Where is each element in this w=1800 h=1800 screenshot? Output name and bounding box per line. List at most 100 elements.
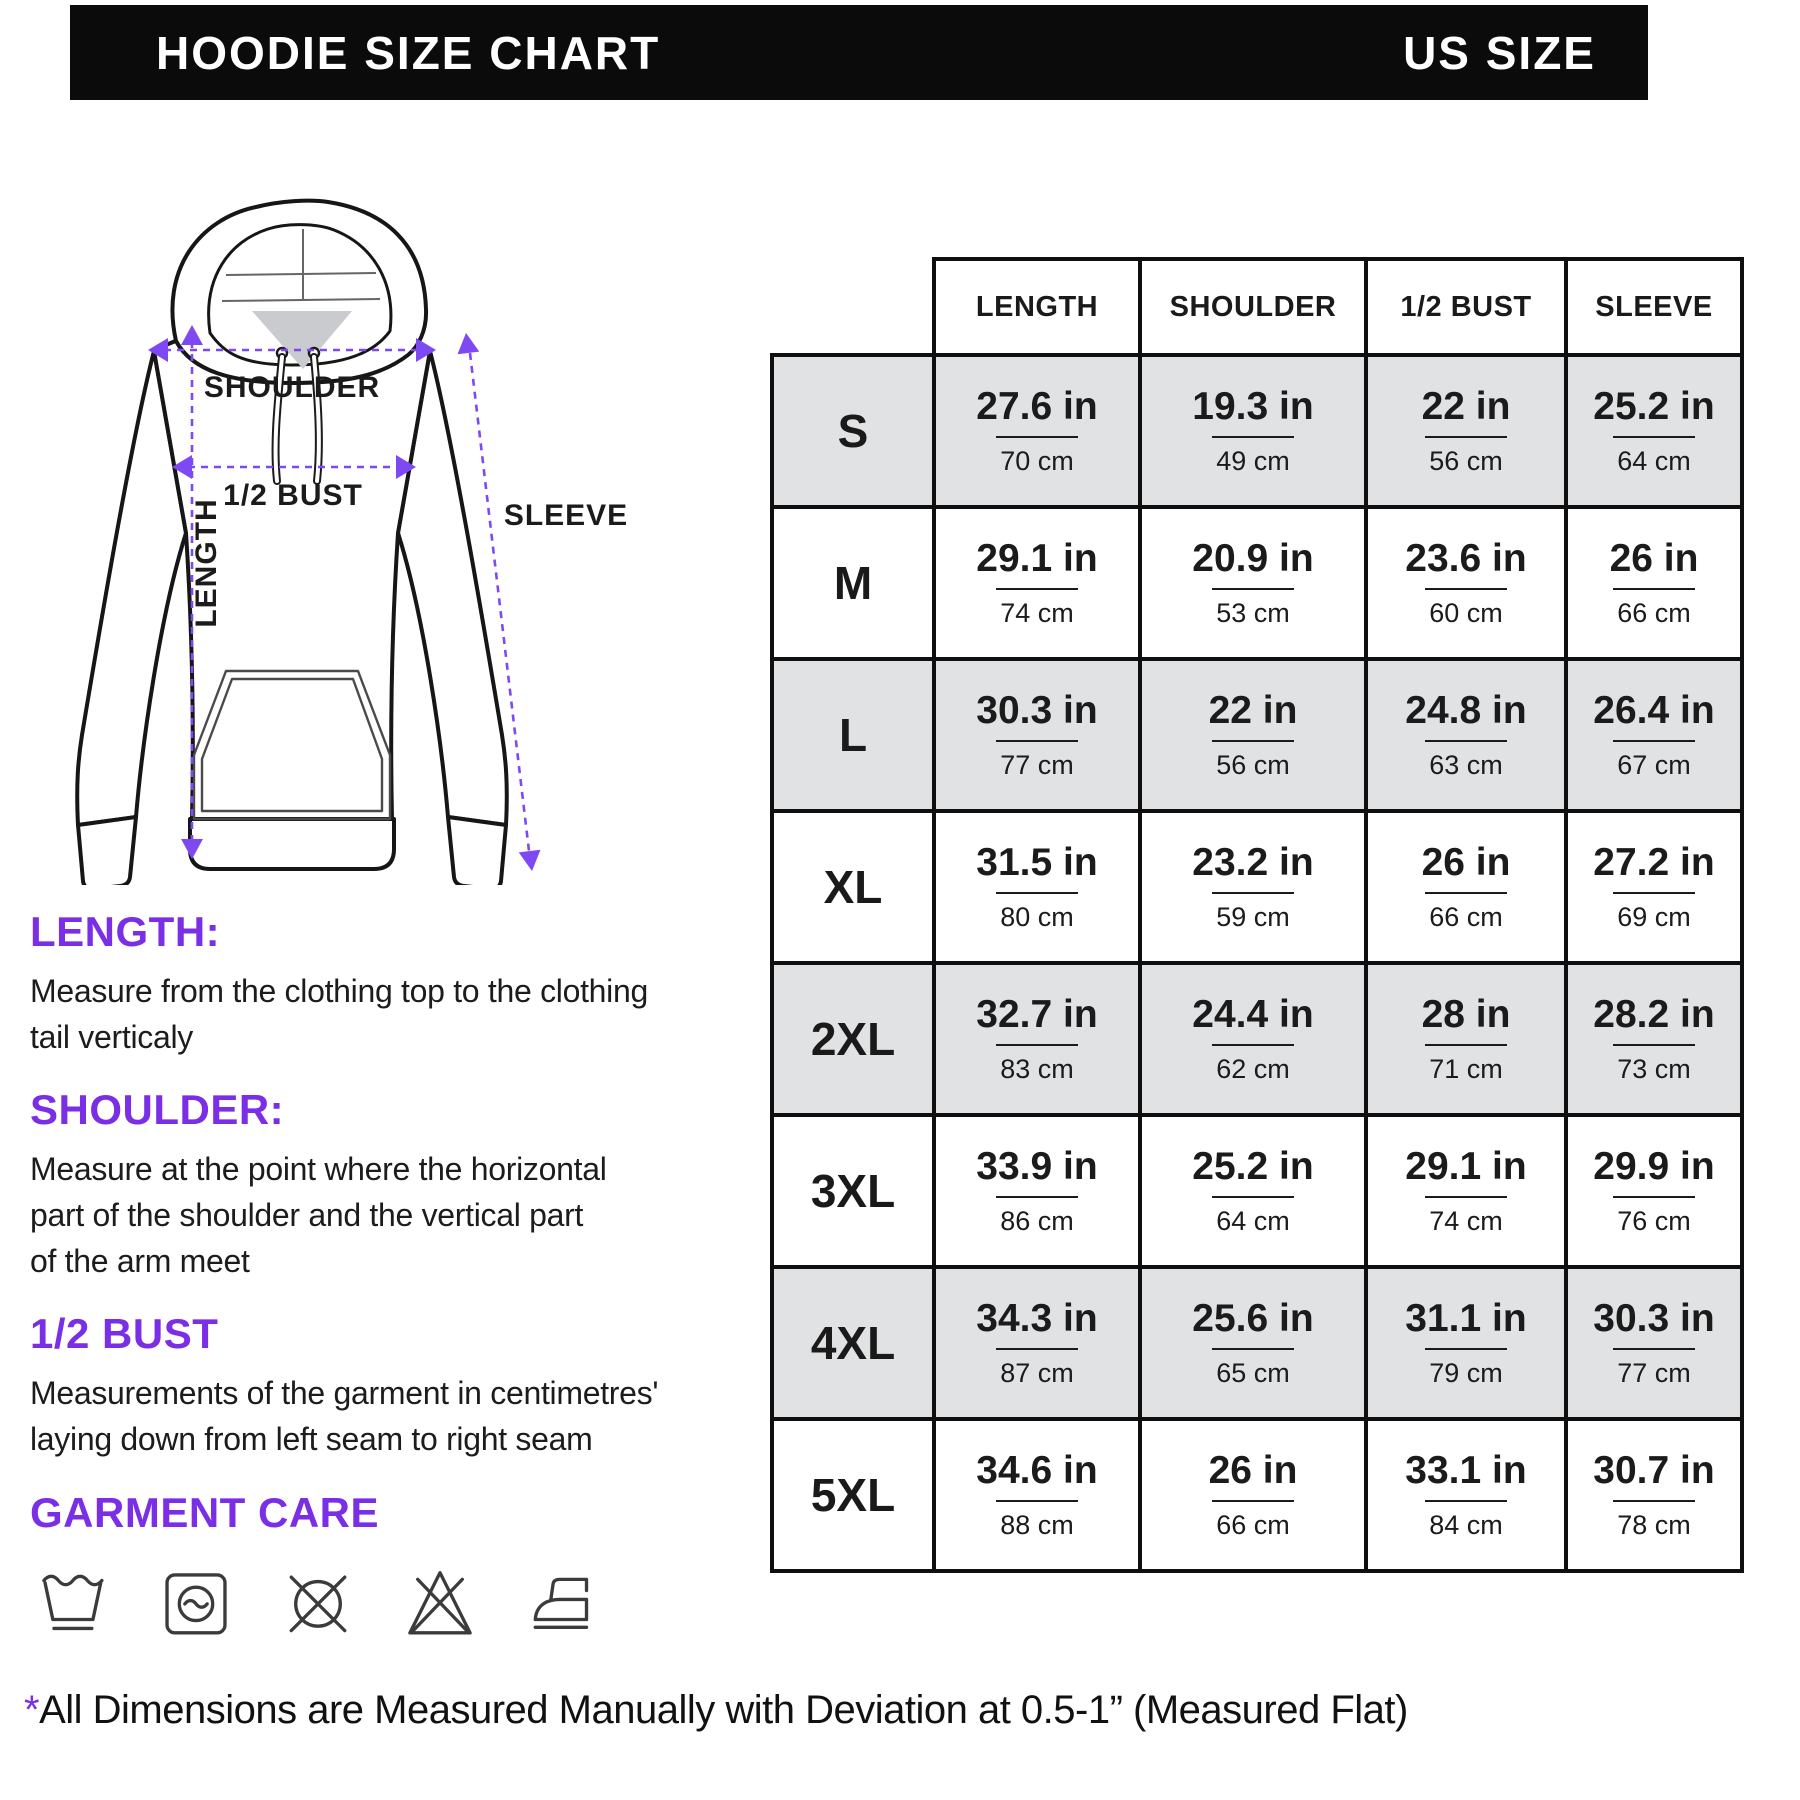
diagram-half-bust-label: 1/2 BUST — [223, 479, 363, 512]
length-definition-body: Measure from the clothing top to the clo… — [30, 973, 648, 1056]
cm-value: 66 cm — [1429, 902, 1503, 932]
cm-value: 78 cm — [1617, 1510, 1691, 1540]
hood-seam-line-2 — [221, 298, 381, 302]
inch-value: 29.1 in — [1405, 1145, 1527, 1188]
inch-value: 30.3 in — [1593, 1297, 1715, 1340]
arrowhead — [416, 338, 436, 362]
length-definition-heading: LENGTH: — [30, 908, 221, 955]
table-row: 2XL 32.7 in 83 cm 24.4 in 62 cm 28 in 71 cm 28.… — [770, 961, 1744, 1117]
cm-value: 59 cm — [1216, 902, 1290, 932]
page-title: HOODIE SIZE CHART — [156, 26, 661, 79]
inch-value: 32.7 in — [976, 993, 1098, 1036]
cm-value: 79 cm — [1429, 1358, 1503, 1388]
size-label: XL — [770, 809, 936, 965]
table-row: 4XL 34.3 in 87 cm 25.6 in 65 cm 31.1 in 79 cm 3… — [770, 1265, 1744, 1421]
inch-value: 23.6 in — [1405, 537, 1527, 580]
do-not-dry-clean-icon — [289, 1575, 347, 1633]
size-label: S — [770, 353, 936, 509]
table-row: 5XL 34.6 in 88 cm 26 in 66 cm 33.1 in 84 cm 30.… — [770, 1417, 1744, 1573]
fraction-rule — [1212, 436, 1294, 438]
cm-value: 66 cm — [1617, 598, 1691, 628]
arrowhead — [172, 455, 192, 479]
hood-neck-inset — [252, 311, 352, 369]
fraction-rule — [996, 1348, 1078, 1350]
arrowhead — [457, 333, 480, 355]
fraction-rule — [996, 1196, 1078, 1198]
fraction-rule — [996, 892, 1078, 894]
fraction-rule — [1613, 892, 1695, 894]
table-row: XL 31.5 in 80 cm 23.2 in 59 cm 26 in 66 cm 27.2… — [770, 809, 1744, 965]
measurement-cell: 25.2 in 64 cm — [1138, 1113, 1368, 1269]
fraction-rule — [1212, 1196, 1294, 1198]
cm-value: 77 cm — [1617, 1358, 1691, 1388]
cm-value: 60 cm — [1429, 598, 1503, 628]
inch-value: 28 in — [1421, 993, 1511, 1036]
measurement-cell: 24.8 in 63 cm — [1364, 657, 1568, 813]
inch-value: 25.2 in — [1192, 1145, 1314, 1188]
diagram-shoulder-label: SHOULDER — [204, 371, 380, 404]
measurement-definitions: LENGTH: Measure from the clothing top to… — [30, 908, 730, 1549]
machine-wash-icon — [165, 1573, 227, 1635]
measurement-cell: 27.6 in 70 cm — [932, 353, 1142, 509]
measurement-cell: 22 in 56 cm — [1138, 657, 1368, 813]
half-bust-definition-heading: 1/2 BUST — [30, 1310, 219, 1358]
footnote-asterisk: * — [24, 1688, 40, 1732]
size-label: L — [770, 657, 936, 813]
size-label: 4XL — [770, 1265, 936, 1421]
measurement-cell: 26.4 in 67 cm — [1564, 657, 1744, 813]
inch-value: 25.6 in — [1192, 1297, 1314, 1340]
inch-value: 26 in — [1421, 841, 1511, 884]
size-label: M — [770, 505, 936, 661]
iron-icon — [533, 1577, 589, 1629]
measurement-cell: 31.5 in 80 cm — [932, 809, 1142, 965]
fraction-rule — [1425, 588, 1507, 590]
fraction-rule — [1613, 436, 1695, 438]
inch-value: 22 in — [1421, 385, 1511, 428]
column-header-0: LENGTH — [932, 257, 1142, 357]
title-bar: HOODIE SIZE CHART US SIZE — [70, 5, 1648, 100]
inch-value: 33.9 in — [976, 1145, 1098, 1188]
cm-value: 73 cm — [1617, 1054, 1691, 1084]
table-row: S 27.6 in 70 cm 19.3 in 49 cm 22 in 56 cm 25.2 … — [770, 353, 1744, 509]
fraction-rule — [996, 1500, 1078, 1502]
measurement-cell: 25.2 in 64 cm — [1564, 353, 1744, 509]
cm-value: 71 cm — [1429, 1054, 1503, 1084]
column-header-3: SLEEVE — [1564, 257, 1744, 357]
inch-value: 24.8 in — [1405, 689, 1527, 732]
cm-value: 62 cm — [1216, 1054, 1290, 1084]
inch-value: 30.7 in — [1593, 1449, 1715, 1492]
fraction-rule — [1425, 436, 1507, 438]
hood-seam-line-1 — [225, 272, 377, 276]
region-label: US SIZE — [1403, 26, 1596, 79]
column-header-1: SHOULDER — [1138, 257, 1368, 357]
size-table-container: LENGTH SHOULDER 1/2 BUST SLEEVE S 27.6 in 70 c… — [770, 257, 1744, 1573]
garment-care-heading: GARMENT CARE — [30, 1488, 379, 1536]
fraction-rule — [1425, 1348, 1507, 1350]
inch-value: 26 in — [1609, 537, 1699, 580]
arrowhead — [518, 849, 541, 871]
measurement-cell: 23.2 in 59 cm — [1138, 809, 1368, 965]
fraction-rule — [1425, 1196, 1507, 1198]
inch-value: 27.6 in — [976, 385, 1098, 428]
measurement-cell: 30.3 in 77 cm — [932, 657, 1142, 813]
inch-value: 28.2 in — [1593, 993, 1715, 1036]
do-not-bleach-icon — [408, 1571, 472, 1635]
shoulder-definition-body: Measure at the point where the horizonta… — [30, 1151, 607, 1280]
fraction-rule — [996, 588, 1078, 590]
hoodie-right-cuff — [446, 815, 508, 885]
fraction-rule — [1613, 1196, 1695, 1198]
cm-value: 69 cm — [1617, 902, 1691, 932]
hoodie-pocket — [192, 669, 392, 821]
sleeve-measure-arrow — [468, 352, 531, 852]
arrowhead — [181, 325, 203, 345]
cm-value: 63 cm — [1429, 750, 1503, 780]
fraction-rule — [1613, 740, 1695, 742]
cm-value: 53 cm — [1216, 598, 1290, 628]
size-table: LENGTH SHOULDER 1/2 BUST SLEEVE S 27.6 in 70 c… — [770, 257, 1744, 1573]
fraction-rule — [1425, 740, 1507, 742]
cm-value: 76 cm — [1617, 1206, 1691, 1236]
fraction-rule — [996, 436, 1078, 438]
cm-value: 86 cm — [1000, 1206, 1074, 1236]
arrowhead — [181, 839, 203, 859]
hoodie-hood-opening — [207, 223, 393, 367]
